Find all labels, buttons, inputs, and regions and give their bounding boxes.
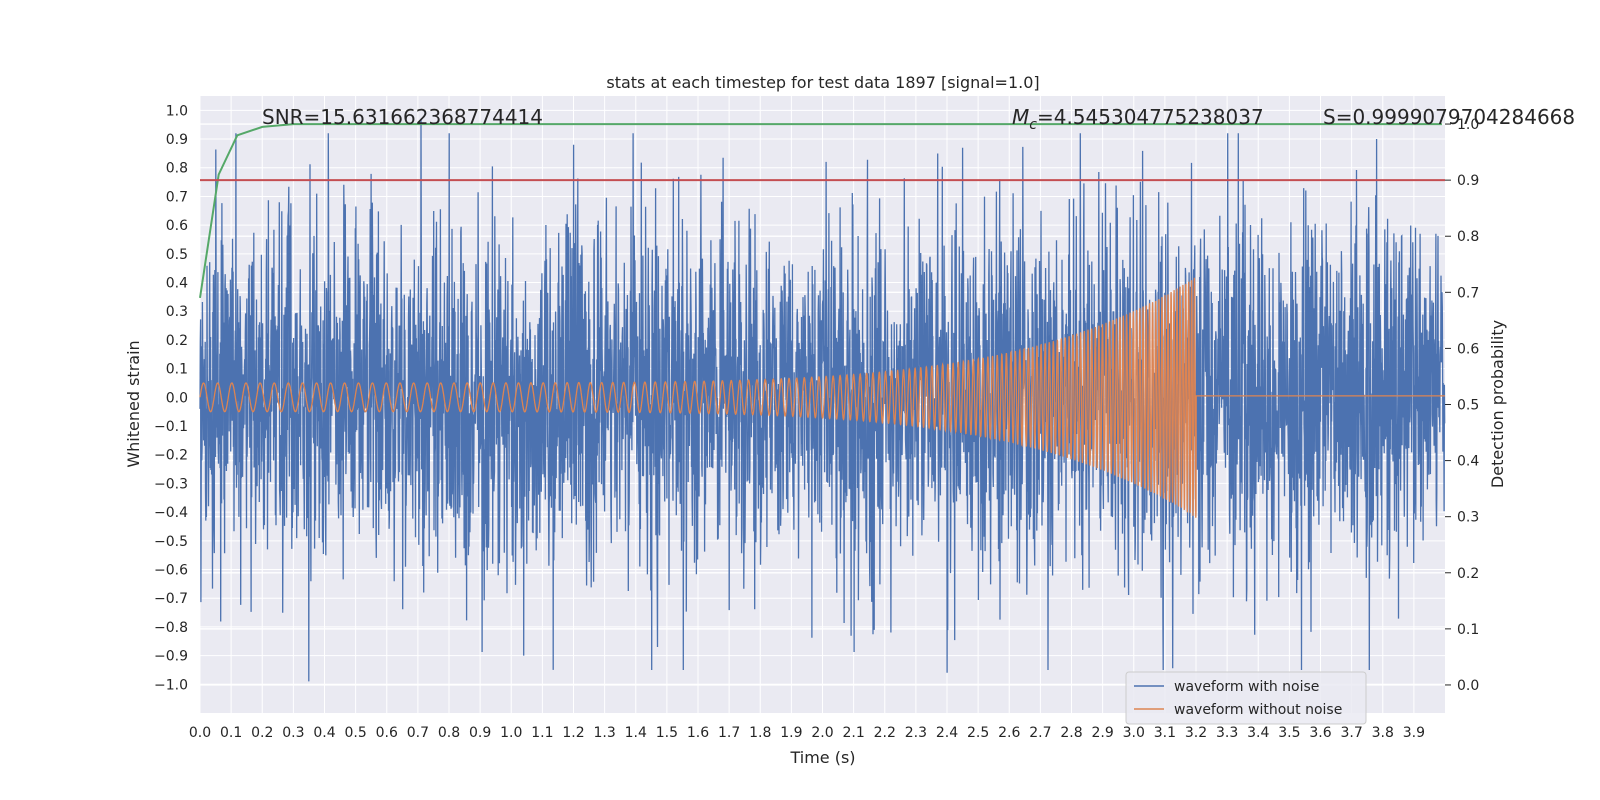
series-line-waveform-without-noise [199, 277, 1445, 518]
x-tick-label: 1.8 [749, 725, 771, 741]
x-tick-label: 0.2 [251, 725, 273, 741]
y-tick-label-right: 0.7 [1457, 285, 1479, 301]
y-tick-label-left: −1.0 [154, 677, 188, 693]
y-tick-label-left: −0.7 [154, 591, 188, 607]
y-tick-label-left: 0.0 [166, 390, 188, 406]
x-tick-label: 2.8 [1060, 725, 1082, 741]
x-tick-label: 1.3 [593, 725, 615, 741]
x-tick-label: 2.5 [967, 725, 989, 741]
x-tick-label: 3.9 [1403, 725, 1425, 741]
y-axis-label-left: Whitened strain [124, 340, 143, 467]
x-tick-labels: 0.0 0.1 0.2 0.3 0.4 0.5 0.6 0.7 0.8 0.9 1.0 1.1 1.2 1… [189, 725, 1425, 741]
x-tick-label: 3.6 [1309, 725, 1331, 741]
series-line-waveform-with-noise [199, 118, 1446, 682]
x-tick-label: 0.1 [220, 725, 242, 741]
y-tick-label-left: 1.0 [166, 103, 188, 119]
x-tick-label: 0.7 [407, 725, 429, 741]
y-tick-label-right: 0.0 [1457, 678, 1479, 694]
series-layer [199, 118, 1446, 682]
x-tick-label: 0.0 [189, 725, 211, 741]
x-tick-label: 1.1 [531, 725, 553, 741]
x-tick-label: 0.9 [469, 725, 491, 741]
y-tick-label-left: 0.3 [166, 304, 188, 320]
x-tick-label: 0.6 [376, 725, 398, 741]
y-tick-label-left: −0.6 [154, 563, 188, 579]
y-tick-label-left: −0.2 [154, 448, 188, 464]
x-tick-label: 3.1 [1154, 725, 1176, 741]
y-tick-label-left: −0.1 [154, 419, 188, 435]
x-tick-label: 1.4 [625, 725, 647, 741]
x-tick-label: 0.3 [282, 725, 304, 741]
y-tick-label-left: 0.9 [166, 132, 188, 148]
legend-label-waveform-without-noise: waveform without noise [1174, 702, 1342, 718]
x-tick-label: 3.0 [1123, 725, 1145, 741]
y-tick-label-left: 0.8 [166, 161, 188, 177]
y-axis-label-right: Detection probability [1488, 320, 1507, 488]
y-tick-label-left: −0.5 [154, 534, 188, 550]
y-tick-label-right: 0.8 [1457, 229, 1479, 245]
x-tick-label: 2.0 [811, 725, 833, 741]
x-tick-label: 3.4 [1247, 725, 1269, 741]
series-line-detection-probability [199, 123, 1442, 299]
x-tick-label: 2.9 [1091, 725, 1113, 741]
chirp-mass-subscript: c [1029, 117, 1037, 133]
legend: waveform with noise waveform without noi… [1125, 671, 1367, 725]
x-tick-label: 1.2 [562, 725, 584, 741]
y-tick-label-left: 0.4 [166, 276, 188, 292]
y-tick-label-left: −0.3 [154, 476, 188, 492]
x-tick-label: 3.3 [1216, 725, 1238, 741]
x-tick-label: 1.9 [780, 725, 802, 741]
y-tick-label-left: 0.6 [166, 218, 188, 234]
y-tick-label-right: 0.5 [1457, 398, 1479, 414]
x-tick-label: 0.8 [438, 725, 460, 741]
y-tick-label-right: 0.6 [1457, 341, 1479, 357]
y-tick-labels-right: 1.0 0.9 0.8 0.7 0.6 0.5 0.4 0.3 0.2 0.1 0.0 [1445, 117, 1479, 694]
x-tick-label: 0.5 [344, 725, 366, 741]
y-tick-label-left: 0.7 [166, 189, 188, 205]
x-tick-label: 1.7 [718, 725, 740, 741]
y-tick-label-right: 0.2 [1457, 566, 1479, 582]
x-axis-label: Time (s) [789, 748, 855, 767]
y-tick-label-right: 0.9 [1457, 173, 1479, 189]
x-tick-label: 1.6 [687, 725, 709, 741]
x-tick-label: 3.5 [1278, 725, 1300, 741]
y-tick-label-right: 0.4 [1457, 454, 1479, 470]
chirp-mass-symbol: M [1012, 105, 1029, 129]
x-tick-label: 2.7 [1029, 725, 1051, 741]
x-tick-label: 2.3 [905, 725, 927, 741]
x-tick-label: 2.6 [998, 725, 1020, 741]
y-tick-label-left: −0.4 [154, 505, 188, 521]
x-tick-label: 1.5 [656, 725, 678, 741]
x-tick-label: 2.4 [936, 725, 958, 741]
y-tick-label-right: 1.0 [1457, 117, 1479, 133]
y-tick-label-left: 0.5 [166, 247, 188, 263]
x-tick-label: 3.2 [1185, 725, 1207, 741]
chirp-mass-value: =4.545304775238037 [1037, 105, 1264, 129]
x-tick-label: 1.0 [500, 725, 522, 741]
y-tick-label-left: −0.9 [154, 649, 188, 665]
x-tick-label: 2.2 [874, 725, 896, 741]
snr-annotation: SNR=15.631662368774414 [262, 105, 543, 129]
x-tick-label: 2.1 [842, 725, 864, 741]
y-tick-label-right: 0.3 [1457, 510, 1479, 526]
chirp-mass-annotation: Mc=4.545304775238037 [1012, 105, 1264, 133]
legend-label-waveform-with-noise: waveform with noise [1174, 679, 1319, 695]
s-annotation: S=0.9999079704284668 [1323, 105, 1575, 129]
y-tick-label-left: −0.8 [154, 620, 188, 636]
x-tick-label: 3.8 [1372, 725, 1394, 741]
y-tick-label-left: 0.1 [166, 362, 188, 378]
x-tick-label: 3.7 [1340, 725, 1362, 741]
y-tick-label-right: 0.1 [1457, 622, 1479, 638]
chart-title: stats at each timestep for test data 189… [606, 73, 1039, 92]
x-tick-label: 0.4 [313, 725, 335, 741]
y-tick-labels-left: 1.0 0.9 0.8 0.7 0.6 0.5 0.4 0.3 0.2 0.1 0.0 −0.1 −0.… [154, 103, 188, 693]
y-tick-label-left: 0.2 [166, 333, 188, 349]
legend-box [1125, 671, 1367, 725]
